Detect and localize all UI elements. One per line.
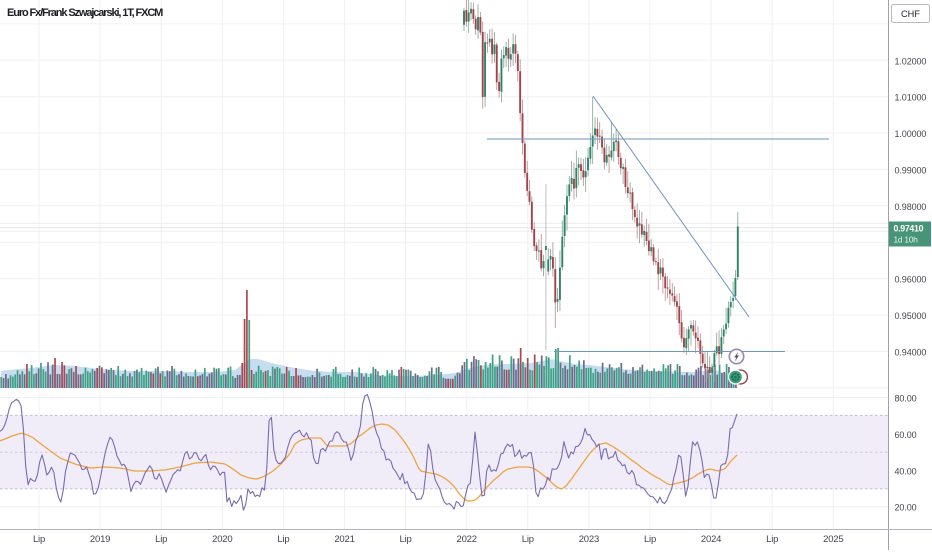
svg-text:1d 10h: 1d 10h — [894, 234, 919, 244]
svg-text:CHF: CHF — [901, 9, 920, 19]
svg-text:1.02000: 1.02000 — [895, 56, 927, 66]
svg-text:Lip: Lip — [644, 534, 656, 545]
svg-text:0.97410: 0.97410 — [894, 224, 924, 234]
svg-text:0.95000: 0.95000 — [895, 311, 927, 321]
svg-text:2021: 2021 — [334, 534, 354, 545]
svg-text:60.00: 60.00 — [895, 430, 917, 440]
svg-text:1.00000: 1.00000 — [895, 129, 927, 139]
svg-text:Lip: Lip — [277, 534, 289, 545]
svg-text:20.00: 20.00 — [895, 503, 917, 513]
svg-text:0.99000: 0.99000 — [895, 165, 927, 175]
svg-text:Lip: Lip — [522, 534, 534, 545]
svg-text:40.00: 40.00 — [895, 466, 917, 476]
svg-text:2023: 2023 — [579, 534, 599, 545]
svg-text:1.01000: 1.01000 — [895, 93, 927, 103]
svg-text:2019: 2019 — [90, 534, 110, 545]
svg-text:0.98000: 0.98000 — [895, 202, 927, 212]
svg-text:Euro Fx/Frank Szwajcarski, 1T,: Euro Fx/Frank Szwajcarski, 1T, FXCM — [7, 7, 163, 19]
svg-text:80.00: 80.00 — [895, 394, 917, 404]
svg-text:2020: 2020 — [212, 534, 232, 545]
svg-text:0.94000: 0.94000 — [895, 347, 927, 357]
svg-text:2022: 2022 — [457, 534, 477, 545]
svg-text:2024: 2024 — [701, 534, 721, 545]
svg-text:0.96000: 0.96000 — [895, 275, 927, 285]
svg-text:Lip: Lip — [766, 534, 778, 545]
svg-text:2025: 2025 — [823, 534, 843, 545]
svg-text:Lip: Lip — [155, 534, 167, 545]
svg-text:Lip: Lip — [33, 534, 45, 545]
svg-text:Lip: Lip — [400, 534, 412, 545]
